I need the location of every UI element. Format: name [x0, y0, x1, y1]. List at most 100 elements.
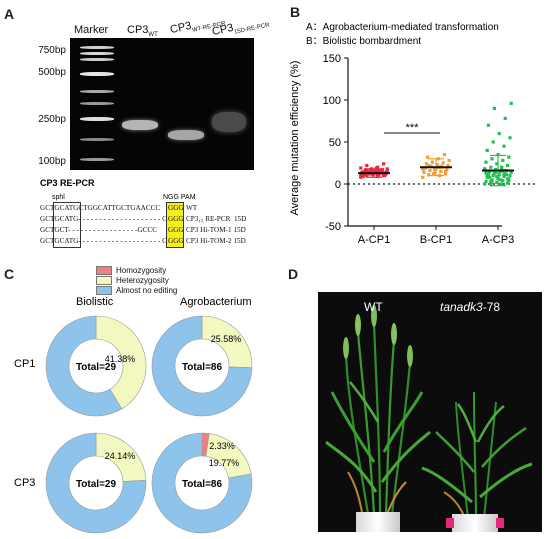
swatch-almost-no-editing — [96, 286, 112, 296]
data-point — [359, 175, 363, 179]
mutant-plant — [421, 391, 533, 519]
donut-total: Total=86 — [182, 479, 223, 490]
donut-slice — [45, 315, 123, 417]
legend-homozygosity: Homozygosity — [96, 266, 166, 276]
data-point — [378, 168, 382, 173]
data-point — [507, 155, 511, 159]
panel-label-d: D — [288, 266, 299, 282]
lane-sub: WT — [148, 32, 158, 39]
lane-base: CP3 — [169, 19, 193, 37]
data-point — [427, 173, 431, 177]
mw-750: 750bp — [38, 45, 66, 56]
data-point — [502, 144, 506, 148]
panel-label-a: A — [4, 6, 15, 22]
wt-label: WT — [364, 300, 383, 314]
x-tick-label: A-CP3 — [482, 234, 514, 246]
sphl-box — [53, 202, 81, 248]
ladder-band — [80, 58, 114, 61]
data-point — [432, 172, 436, 176]
ladder-band — [80, 52, 114, 55]
lane-label-cp3-wt: CP3WT — [127, 24, 158, 38]
data-point — [361, 174, 365, 179]
data-point — [489, 182, 493, 186]
seq-name: CP3 Hi-TOM-2 15D — [186, 237, 246, 245]
x-tick-label: B-CP1 — [420, 234, 452, 246]
y-tick-label: 150 — [323, 53, 341, 65]
data-point — [485, 148, 489, 152]
band-cp3-wt-re — [168, 130, 204, 140]
data-point — [484, 179, 488, 184]
data-point — [491, 140, 495, 144]
band-cp3-wt — [122, 120, 158, 130]
seq-mid: TGGCATTGCTGAACCC — [83, 204, 161, 212]
legend-b-a: A：Agrobacterium-mediated transformation — [306, 22, 499, 33]
seq-row: GCTGCATG- - - - - - - - - - - - - - - - … — [40, 237, 167, 245]
seq-row: GCTGCT- - - - - - - - - - - - - - - - -G… — [40, 226, 157, 234]
data-point — [507, 179, 511, 183]
data-point — [439, 169, 443, 173]
data-point — [428, 168, 432, 173]
data-point — [498, 178, 502, 182]
swatch-homozygosity — [96, 266, 112, 276]
seq-mid: - - - - - - - - - - - - - - - - - - - - … — [78, 215, 167, 223]
lane-base: CP3 — [127, 24, 149, 36]
x-axis: A-CP1 B-CP1 A-CP3 — [348, 183, 538, 246]
data-point — [433, 168, 437, 172]
data-point — [427, 163, 431, 168]
data-point — [422, 170, 426, 174]
data-point — [424, 162, 428, 166]
data-point — [446, 163, 450, 168]
panel-label-c: C — [4, 266, 15, 282]
legend-b-b: B：Biolistic bombardment — [306, 36, 422, 47]
data-point — [483, 182, 487, 186]
data-point — [501, 158, 505, 163]
data-point — [421, 175, 425, 179]
mutant-pot — [452, 514, 498, 532]
row-label-cp3: CP3 — [14, 477, 36, 489]
data-point — [484, 171, 488, 175]
data-point — [485, 174, 489, 178]
data-point — [365, 168, 369, 173]
seq-box: GCATG — [54, 237, 79, 245]
data-point — [502, 174, 506, 179]
data-point — [426, 155, 430, 159]
donut-total: Total=29 — [76, 479, 117, 490]
band-cp3-15d — [212, 112, 246, 132]
donut-slice — [45, 432, 147, 534]
donut-total: Total=86 — [182, 362, 223, 373]
seq-pre: GCT — [40, 237, 55, 245]
data-point — [506, 163, 510, 168]
data-point — [374, 168, 378, 173]
data-point — [497, 132, 501, 136]
lane-label-marker: Marker — [74, 24, 109, 36]
data-point — [376, 174, 380, 179]
seq-mid: - - - - - - - - - - - - - - - - - - - - … — [78, 237, 167, 245]
seq-pam: GGG — [168, 226, 184, 234]
donut-pct-label: 25.58% — [211, 334, 242, 344]
y-tick-label: 100 — [323, 95, 341, 107]
data-point — [495, 180, 499, 184]
data-point — [495, 162, 499, 166]
data-point — [376, 173, 380, 177]
data-point — [508, 136, 512, 140]
plant-photo: WT tanadk3-78 — [318, 292, 542, 532]
column-label-agrobacterium: Agrobacterium — [180, 296, 252, 308]
mw-250: 250bp — [38, 114, 66, 125]
pink-tag — [496, 518, 504, 528]
data-point — [435, 163, 439, 167]
legend-label: Heterozygosity — [116, 276, 169, 285]
legend-heterozygosity: Heterozygosity — [96, 276, 169, 286]
data-point — [508, 174, 512, 178]
mw-100: 100bp — [38, 156, 66, 167]
data-point — [488, 175, 492, 179]
row-label-cp1: CP1 — [14, 358, 36, 370]
seq-row: GCTGCATG- - - - - - - - - - - - - - - - … — [40, 215, 167, 223]
data-point — [380, 168, 384, 172]
y-axis: -50 0 50 100 150 — [323, 53, 349, 233]
data-point — [484, 160, 488, 164]
y-tick-label: 50 — [329, 137, 341, 149]
scatter-chart: -50 0 50 100 150 A-CP1 B-CP1 A-CP3 Average mut… — [289, 53, 538, 246]
data-point — [385, 167, 389, 171]
column-label-biolistic: Biolistic — [76, 296, 114, 308]
data-point — [445, 168, 449, 172]
